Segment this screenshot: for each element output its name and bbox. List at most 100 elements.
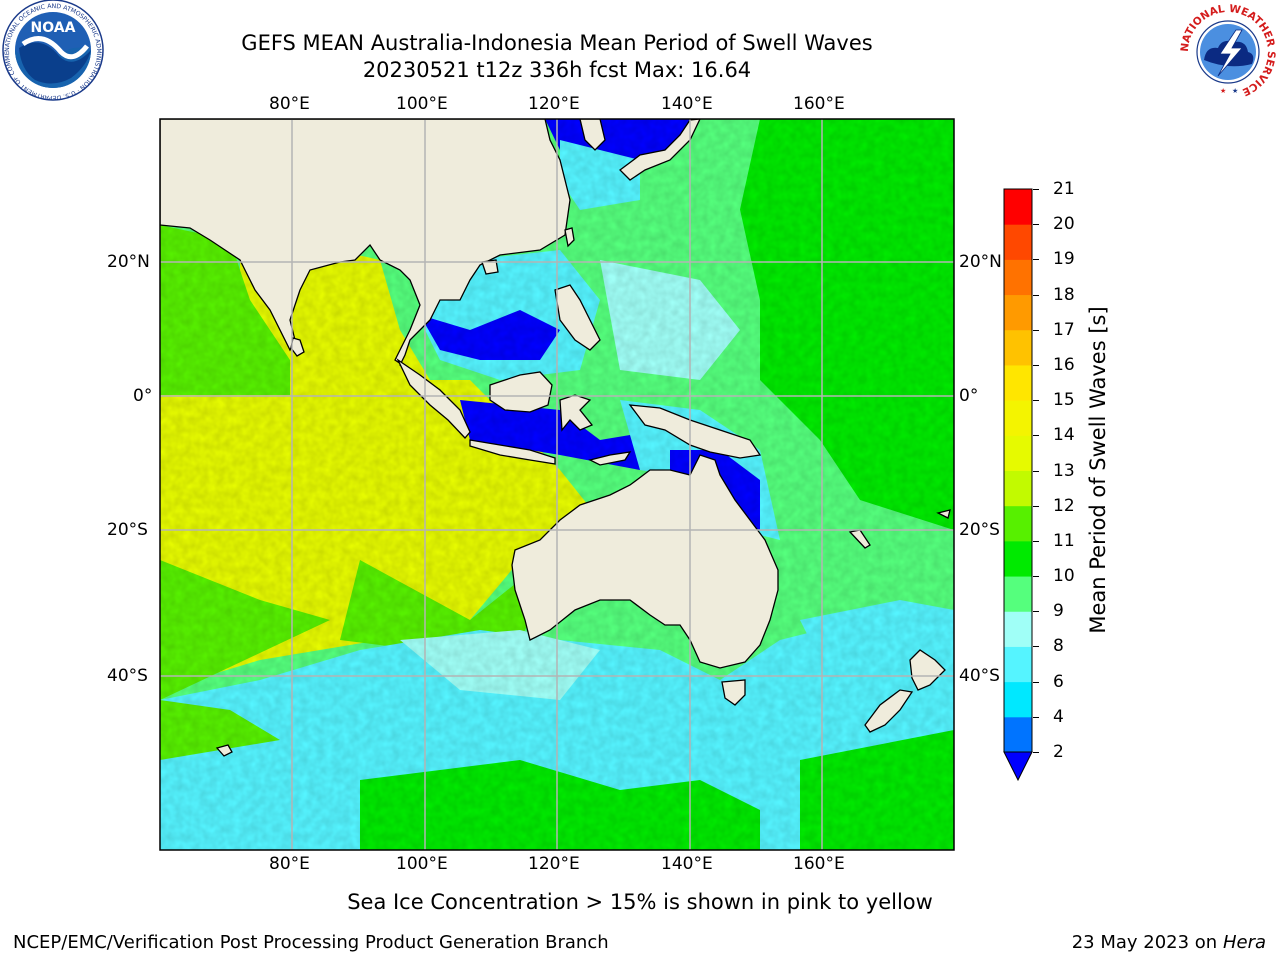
lon-label-top: 120°E [528, 94, 580, 114]
colorbar-tick-label: 2 [1053, 742, 1064, 762]
lon-label-top: 80°E [269, 94, 310, 114]
land-japan [619, 119, 701, 181]
colorbar-bin [1004, 611, 1032, 647]
colorbar-tick-mark [1033, 470, 1039, 472]
colorbar-tick-mark [1033, 646, 1039, 648]
lat-label-right: 0° [959, 386, 979, 406]
lat-label-right: 20°S [959, 520, 1000, 540]
land-fiji [936, 509, 951, 519]
lat-label-right: 20°N [959, 252, 1002, 272]
map-subtitle: 20230521 t12z 336h fcst Max: 16.64 [362, 58, 752, 82]
colorbar-tick-label: 21 [1053, 179, 1075, 199]
noaa-logo-text: NOAA [31, 20, 76, 36]
lon-label-bottom: 160°E [793, 854, 845, 874]
sea-ice-note: Sea Ice Concentration > 15% is shown in … [0, 890, 1280, 914]
noaa-logo: NATIONAL OCEANIC AND ATMOSPHERIC ADMINIS… [1, 0, 104, 101]
lon-label-top: 140°E [661, 94, 713, 114]
colorbar-bin [1004, 329, 1032, 366]
colorbar-label: Mean Period of Swell Waves [s] [1086, 306, 1110, 634]
land-korea [579, 119, 606, 151]
colorbar-bin [1004, 716, 1032, 753]
lon-label-bottom: 140°E [661, 854, 713, 874]
colorbar-tick-mark [1033, 576, 1039, 578]
colorbar-tick-mark [1033, 505, 1039, 507]
colorbar-tick-label: 18 [1053, 284, 1075, 305]
lat-label-right: 40°S [959, 666, 1000, 686]
colorbar-tick-label: 13 [1053, 460, 1075, 481]
colorbar-tick-label: 16 [1053, 354, 1075, 375]
colorbar-bin [1004, 189, 1032, 225]
colorbar-tick-mark [1033, 189, 1039, 190]
svg-text:★: ★ [1232, 87, 1238, 95]
colorbar-bin [1004, 681, 1032, 718]
sea-ice-note-text: Sea Ice Concentration > 15% is shown in … [347, 890, 933, 914]
colorbar-bin [1004, 400, 1032, 436]
colorbar-tick-mark [1033, 294, 1039, 296]
svg-text:★: ★ [1220, 87, 1226, 95]
land-group [160, 119, 951, 757]
nws-logo: NATIONAL WEATHER SERVICE ★ ★ [1179, 1, 1277, 99]
colorbar-tick-label: 4 [1053, 706, 1064, 727]
land-borneo [489, 371, 553, 413]
colorbar-tick-label: 15 [1053, 390, 1075, 411]
land-new-guinea [628, 404, 762, 459]
colorbar-bin [1004, 505, 1032, 542]
graticule [160, 119, 954, 850]
colorbar-tick-mark [1033, 540, 1039, 542]
lat-label-left: 0° [133, 386, 153, 406]
colorbar-tick-mark [1033, 681, 1039, 683]
colorbar-bin [1004, 224, 1032, 260]
colorbar-bin [1004, 470, 1032, 507]
colorbar-tick-mark [1033, 259, 1039, 261]
colorbar-tick-label: 14 [1053, 425, 1075, 446]
colorbar-tick-mark [1033, 752, 1039, 753]
lon-label-bottom: 120°E [528, 854, 580, 874]
credit-text: NCEP/EMC/Verification Post Processing Pr… [13, 932, 609, 953]
land-australia [511, 454, 779, 669]
colorbar-tick-label: 12 [1053, 495, 1075, 516]
lon-label-bottom: 80°E [269, 854, 310, 874]
land-kerguelen [215, 744, 233, 757]
land-philippines [554, 284, 601, 351]
lat-label-left: 20°S [107, 520, 148, 540]
lon-label-bottom: 100°E [396, 854, 448, 874]
lon-label-top: 160°E [793, 94, 845, 114]
colorbar-bin [1004, 540, 1032, 577]
colorbar-tick-mark [1033, 224, 1039, 226]
colorbar [1003, 188, 1033, 782]
land-hainan [481, 259, 499, 275]
map-frame [159, 118, 955, 851]
colorbar-tick-label: 19 [1053, 249, 1075, 270]
colorbar-under-triangle [1003, 751, 1033, 782]
land-asia [160, 119, 571, 402]
datestamp: 23 May 2023 on Hera [1072, 932, 1266, 953]
colorbar-tick-label: 17 [1053, 319, 1075, 340]
date-text: 23 May 2023 on [1071, 932, 1218, 953]
land-java [469, 439, 556, 465]
land-tasmania [721, 679, 746, 706]
colorbar-tick-mark [1033, 329, 1039, 331]
lat-label-left: 20°N [107, 252, 150, 272]
land-taiwan [564, 227, 575, 248]
land-timor [588, 451, 632, 466]
colorbar-tick-mark [1033, 611, 1039, 613]
colorbar-tick-label: 8 [1053, 636, 1064, 657]
colorbar-tick-mark [1033, 716, 1039, 718]
colorbar-bin [1004, 435, 1032, 471]
land-nz-south [864, 689, 914, 733]
colorbar-tick-mark [1033, 400, 1039, 402]
colorbar-bin [1004, 294, 1032, 331]
colorbar-tick-label: 6 [1053, 671, 1064, 692]
colorbar-bin [1004, 364, 1032, 401]
land-nz-north [909, 649, 946, 691]
lon-label-top: 100°E [396, 94, 448, 114]
colorbar-tick-label: 11 [1053, 530, 1075, 551]
colorbar-frame [1003, 188, 1033, 753]
colorbar-bin [1004, 576, 1032, 612]
land-sumatra [396, 358, 471, 439]
colorbar-tick-mark [1033, 435, 1039, 437]
colorbar-bin [1004, 646, 1032, 683]
lat-label-left: 40°S [107, 666, 148, 686]
colorbar-tick-label: 9 [1053, 601, 1064, 622]
